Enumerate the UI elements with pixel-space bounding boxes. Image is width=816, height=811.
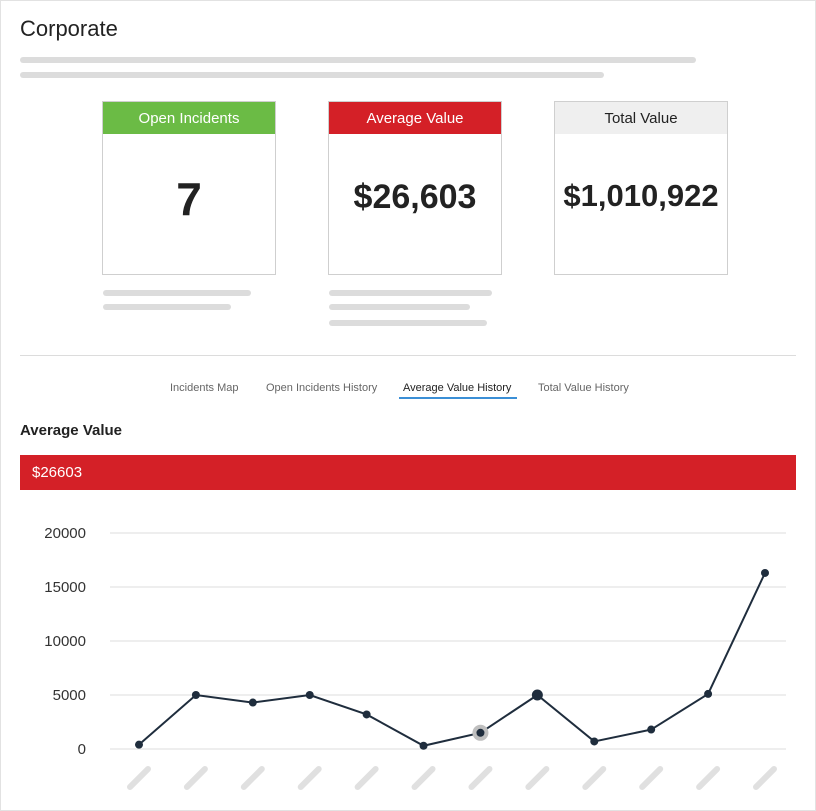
data-point xyxy=(362,710,371,719)
y-tick-label: 20000 xyxy=(44,525,86,542)
x-tick-label-placeholder xyxy=(297,766,322,790)
description-placeholder-line xyxy=(20,57,696,63)
data-point xyxy=(419,741,428,750)
total-value-card: Total Value $1,010,922 xyxy=(554,101,728,275)
average-value-card: Average Value $26,603 xyxy=(328,101,502,275)
card-value: 7 xyxy=(176,173,202,225)
data-point xyxy=(248,698,257,707)
card-label: Total Value xyxy=(555,102,727,134)
y-tick-label: 15000 xyxy=(44,579,86,596)
x-tick-label-placeholder xyxy=(696,766,721,790)
card-placeholder-line xyxy=(329,320,487,326)
y-tick-label: 0 xyxy=(78,741,86,758)
card-value: $1,010,922 xyxy=(563,178,719,213)
series-line xyxy=(138,572,766,747)
y-tick-label: 5000 xyxy=(53,687,86,704)
tab-total-value-history[interactable]: Total Value History xyxy=(538,382,629,394)
card-label: Open Incidents xyxy=(103,102,275,134)
x-tick-label-placeholder xyxy=(639,766,664,790)
x-tick-label-placeholder xyxy=(127,766,151,790)
data-point xyxy=(761,568,769,577)
tab-average-value-history[interactable]: Average Value History xyxy=(403,382,512,394)
data-point xyxy=(531,689,543,701)
data-point xyxy=(590,737,599,746)
history-tabs: Incidents Map Open Incidents History Ave… xyxy=(0,382,816,402)
data-point xyxy=(647,725,656,734)
data-point xyxy=(704,689,713,698)
description-placeholder-line xyxy=(20,72,604,78)
x-tick-label-placeholder xyxy=(354,766,379,790)
x-tick-label-placeholder xyxy=(525,766,550,790)
average-value-banner: $26603 xyxy=(20,455,796,490)
card-label: Average Value xyxy=(329,102,501,134)
y-tick-label: 10000 xyxy=(44,633,86,650)
x-tick-label-placeholder xyxy=(183,766,208,790)
section-divider xyxy=(20,355,796,356)
tab-incidents-map[interactable]: Incidents Map xyxy=(170,382,239,394)
average-value-line-chart: 0 5000 10000 15000 20000 xyxy=(44,525,786,790)
card-placeholder-line xyxy=(329,290,492,296)
x-tick-label-placeholder xyxy=(582,766,607,790)
card-value: $26,603 xyxy=(353,178,477,216)
card-placeholder-line xyxy=(103,290,251,296)
card-placeholder-line xyxy=(329,304,470,310)
x-tick-label-placeholder xyxy=(240,766,265,790)
x-tick-label-placeholder xyxy=(753,766,777,790)
data-point xyxy=(191,691,200,699)
data-point xyxy=(135,740,143,749)
section-title: Average Value xyxy=(20,422,123,439)
data-point xyxy=(476,728,485,737)
card-placeholder-line xyxy=(103,304,231,310)
x-tick-label-placeholder xyxy=(468,766,493,790)
tab-open-incidents-history[interactable]: Open Incidents History xyxy=(266,382,378,394)
open-incidents-card: Open Incidents 7 xyxy=(102,101,276,275)
x-tick-label-placeholder xyxy=(411,766,436,790)
active-tab-indicator xyxy=(399,397,517,399)
page-title: Corporate xyxy=(20,16,118,41)
data-point xyxy=(305,691,314,699)
